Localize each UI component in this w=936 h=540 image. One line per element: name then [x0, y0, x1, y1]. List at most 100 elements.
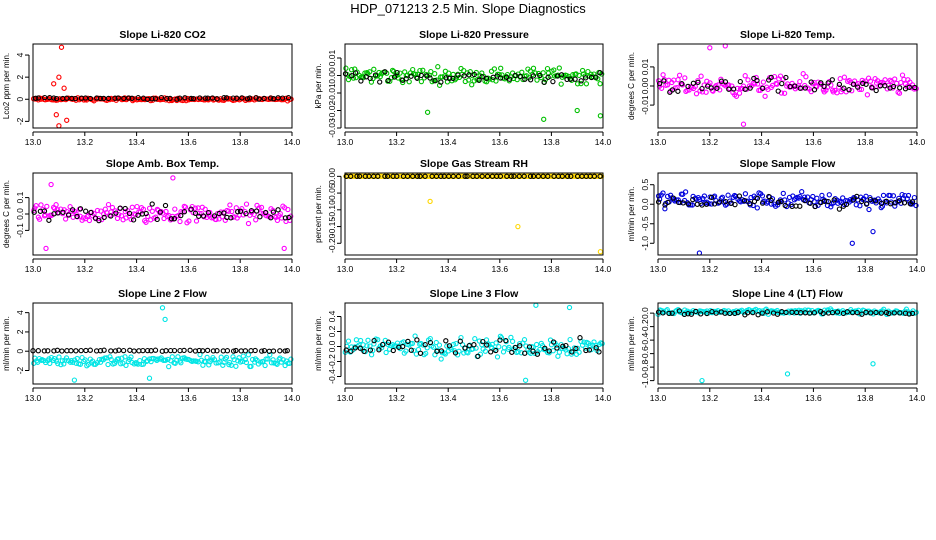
- data-point: [707, 45, 713, 51]
- data-point: [694, 201, 700, 207]
- data-point: [130, 217, 137, 223]
- data-point: [413, 351, 420, 357]
- data-point: [709, 308, 715, 315]
- data-point: [834, 309, 841, 315]
- data-point: [759, 310, 765, 316]
- data-point: [167, 95, 173, 102]
- data-point: [504, 71, 511, 78]
- data-point: [905, 192, 912, 199]
- data-point: [825, 80, 831, 86]
- data-point: [56, 354, 62, 360]
- data-point: [36, 216, 43, 222]
- data-point: [658, 85, 665, 91]
- data-point: [31, 209, 37, 215]
- data-point: [186, 218, 192, 224]
- plot-frame: [657, 172, 918, 256]
- data-point: [480, 338, 486, 345]
- y-tick-label: -0.10: [327, 200, 337, 220]
- data-point: [474, 173, 480, 179]
- x-tick-label: 13.2: [702, 393, 719, 403]
- data-point: [586, 347, 593, 353]
- data-point: [484, 342, 490, 348]
- data-point: [422, 173, 428, 179]
- data-point: [365, 337, 371, 343]
- data-point: [391, 74, 398, 80]
- data-point: [403, 76, 409, 82]
- data-points: [30, 305, 294, 383]
- data-point: [693, 91, 700, 97]
- data-point: [597, 173, 603, 179]
- data-point: [258, 204, 265, 211]
- data-point: [35, 95, 41, 101]
- y-tick-label: -0.05: [327, 183, 337, 203]
- y-tick-label: 0.01: [640, 58, 650, 75]
- data-point: [745, 77, 751, 83]
- panel-4: Slope Amb. Box Temp. degrees C per min. 13…: [2, 158, 301, 274]
- data-point: [736, 193, 743, 199]
- data-point: [493, 347, 499, 354]
- data-point: [418, 72, 424, 79]
- data-point: [131, 348, 137, 354]
- data-point: [438, 348, 445, 354]
- data-point: [572, 76, 578, 82]
- data-point: [804, 194, 811, 200]
- data-point: [127, 347, 133, 353]
- data-point: [545, 173, 551, 179]
- data-point: [731, 192, 738, 199]
- data-point: [593, 342, 599, 349]
- data-point: [242, 356, 248, 363]
- data-point: [252, 347, 258, 354]
- data-point: [204, 347, 211, 354]
- data-point: [699, 85, 705, 92]
- x-tick-label: 13.2: [702, 264, 719, 274]
- data-point: [122, 354, 128, 360]
- y-tick-label: -0.4: [327, 369, 337, 384]
- data-point: [747, 200, 753, 207]
- data-point: [711, 201, 718, 207]
- data-point: [873, 87, 879, 94]
- data-point: [162, 316, 168, 323]
- data-point: [496, 344, 502, 350]
- data-point: [285, 95, 292, 101]
- data-point: [854, 309, 860, 316]
- data-point: [574, 81, 581, 87]
- data-point: [880, 192, 887, 199]
- data-point: [112, 208, 119, 214]
- plot-frame: [32, 302, 293, 385]
- data-point: [157, 356, 163, 362]
- data-point: [218, 354, 224, 360]
- data-point: [733, 93, 740, 99]
- data-point: [742, 86, 748, 92]
- data-point: [878, 200, 885, 206]
- data-point: [754, 195, 761, 202]
- data-point: [45, 348, 51, 354]
- panel-3: Slope Li-820 Temp. degrees C per min. 13.0…: [627, 29, 926, 147]
- data-point: [148, 358, 154, 365]
- data-point: [515, 223, 521, 230]
- data-point: [676, 72, 683, 78]
- data-point: [51, 81, 57, 87]
- data-point: [882, 77, 888, 83]
- data-point: [682, 189, 689, 195]
- data-point: [675, 77, 681, 83]
- data-point: [482, 348, 489, 354]
- data-point: [273, 360, 279, 367]
- data-point: [792, 83, 798, 89]
- data-point: [190, 358, 197, 364]
- data-point: [488, 349, 494, 355]
- x-tick-label: 13.2: [388, 137, 405, 147]
- data-point: [214, 96, 220, 102]
- data-point: [597, 70, 603, 76]
- data-point: [229, 208, 235, 215]
- x-tick-label: 13.2: [77, 264, 94, 274]
- data-point: [517, 73, 523, 80]
- data-point: [98, 208, 104, 214]
- y-tick-label: 0.4: [327, 310, 337, 322]
- panel-8: Slope Line 3 Flow ml/min per min. 13.0 13.2…: [314, 288, 612, 403]
- data-point: [345, 173, 351, 179]
- data-point: [680, 200, 686, 206]
- data-point: [417, 173, 423, 179]
- data-point: [248, 348, 254, 354]
- data-point: [170, 175, 176, 181]
- data-point: [703, 201, 710, 207]
